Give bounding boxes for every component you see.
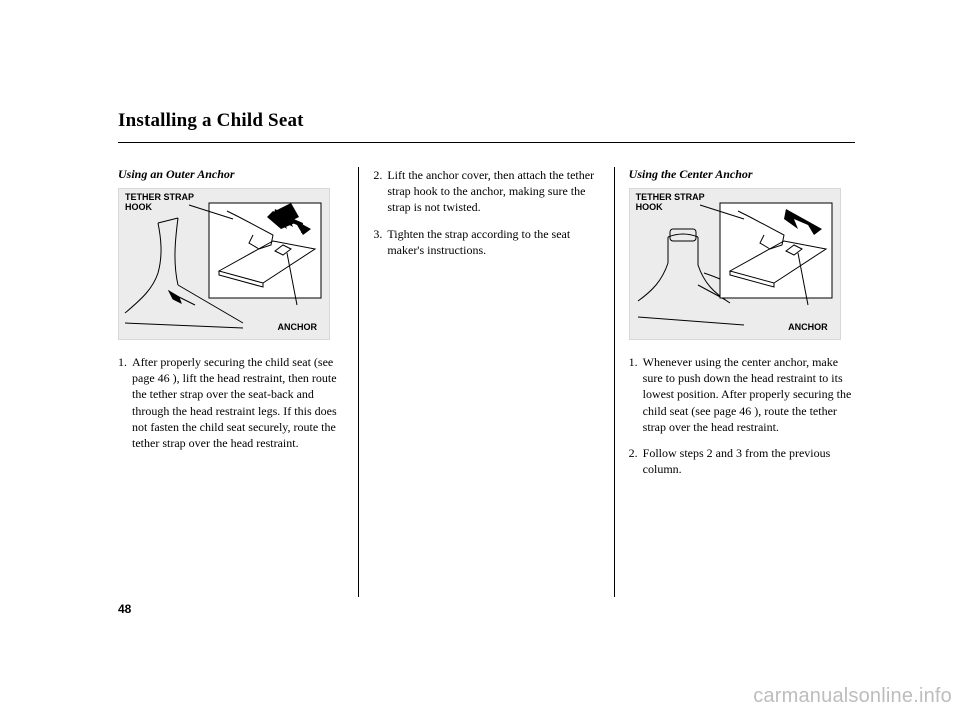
label-tether-strap-hook: TETHER STRAP HOOK	[125, 193, 194, 213]
diagram-center-anchor	[634, 193, 838, 337]
column-2: 2. Lift the anchor cover, then attach th…	[373, 167, 614, 597]
col3-step-1: 1. Whenever using the center anchor, mak…	[629, 354, 855, 435]
figure-center-anchor: TETHER STRAP HOOK	[629, 188, 841, 340]
figure-outer-anchor: TETHER STRAP HOOK	[118, 188, 330, 340]
step-text: Tighten the strap according to the seat …	[387, 226, 599, 258]
col3-step-2: 2. Follow steps 2 and 3 from the previou…	[629, 445, 855, 477]
step-text: Lift the anchor cover, then attach the t…	[387, 167, 599, 216]
step-text: Follow steps 2 and 3 from the previous c…	[643, 445, 855, 477]
step-number: 2.	[629, 445, 643, 477]
col2-step-3: 3. Tighten the strap according to the se…	[373, 226, 599, 258]
step-number: 2.	[373, 167, 387, 216]
col1-step-1: 1. After properly securing the child sea…	[118, 354, 344, 451]
watermark: carmanualsonline.info	[753, 685, 952, 708]
step-number: 3.	[373, 226, 387, 258]
step-text: After properly securing the child seat (…	[132, 354, 344, 451]
step-number: 1.	[629, 354, 643, 435]
page-title: Installing a Child Seat	[118, 110, 855, 132]
col3-heading: Using the Center Anchor	[629, 167, 855, 182]
column-3: Using the Center Anchor TETHER STRAP HOO…	[629, 167, 855, 597]
label-anchor: ANCHOR	[278, 323, 318, 333]
label-tether-strap-hook: TETHER STRAP HOOK	[636, 193, 705, 213]
page-number: 48	[118, 602, 131, 616]
manual-page: Installing a Child Seat Using an Outer A…	[0, 0, 960, 714]
title-rule	[118, 142, 855, 143]
label-anchor: ANCHOR	[788, 323, 828, 333]
columns: Using an Outer Anchor TETHER STRAP HOOK	[118, 167, 855, 597]
column-1: Using an Outer Anchor TETHER STRAP HOOK	[118, 167, 359, 597]
col2-step-2: 2. Lift the anchor cover, then attach th…	[373, 167, 599, 216]
col1-heading: Using an Outer Anchor	[118, 167, 344, 182]
step-text: Whenever using the center anchor, make s…	[643, 354, 855, 435]
diagram-outer-anchor	[123, 193, 327, 337]
step-number: 1.	[118, 354, 132, 451]
